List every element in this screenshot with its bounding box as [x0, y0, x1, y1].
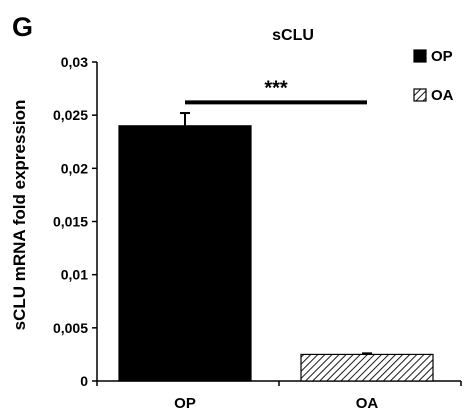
legend-swatch-oa [413, 88, 427, 102]
legend: OP OA [413, 48, 454, 104]
x-tick-label: OP [174, 395, 196, 412]
panel-label: G [12, 12, 33, 42]
significance-annotation: *** [185, 77, 367, 105]
error-bars [180, 112, 372, 355]
legend-swatch-op [413, 49, 427, 63]
plot-area: 0 0,005 0,01 0,015 0,02 0,025 0,03 OP OA *** [53, 54, 462, 412]
y-tick-label: 0,01 [61, 267, 88, 283]
y-tick-label: 0,02 [61, 160, 88, 176]
y-tick-label: 0,025 [53, 107, 88, 123]
y-tick-label: 0 [80, 373, 88, 389]
bar-op [118, 125, 252, 382]
legend-label-oa: OA [431, 87, 454, 104]
x-axis: OP OA [96, 380, 462, 412]
y-axis: 0 0,005 0,01 0,015 0,02 0,025 0,03 [53, 54, 98, 389]
y-tick-label: 0,015 [53, 214, 88, 230]
y-tick-label: 0,005 [53, 320, 88, 336]
x-tick-label: OA [356, 395, 379, 412]
y-tick-label: 0,03 [61, 54, 88, 70]
significance-stars: *** [264, 77, 288, 99]
chart-title: sCLU [272, 27, 314, 44]
bar-oa [300, 353, 434, 382]
legend-label-op: OP [431, 48, 453, 65]
bars [118, 125, 434, 382]
y-axis-label: sCLU mRNA fold expression [10, 100, 29, 331]
